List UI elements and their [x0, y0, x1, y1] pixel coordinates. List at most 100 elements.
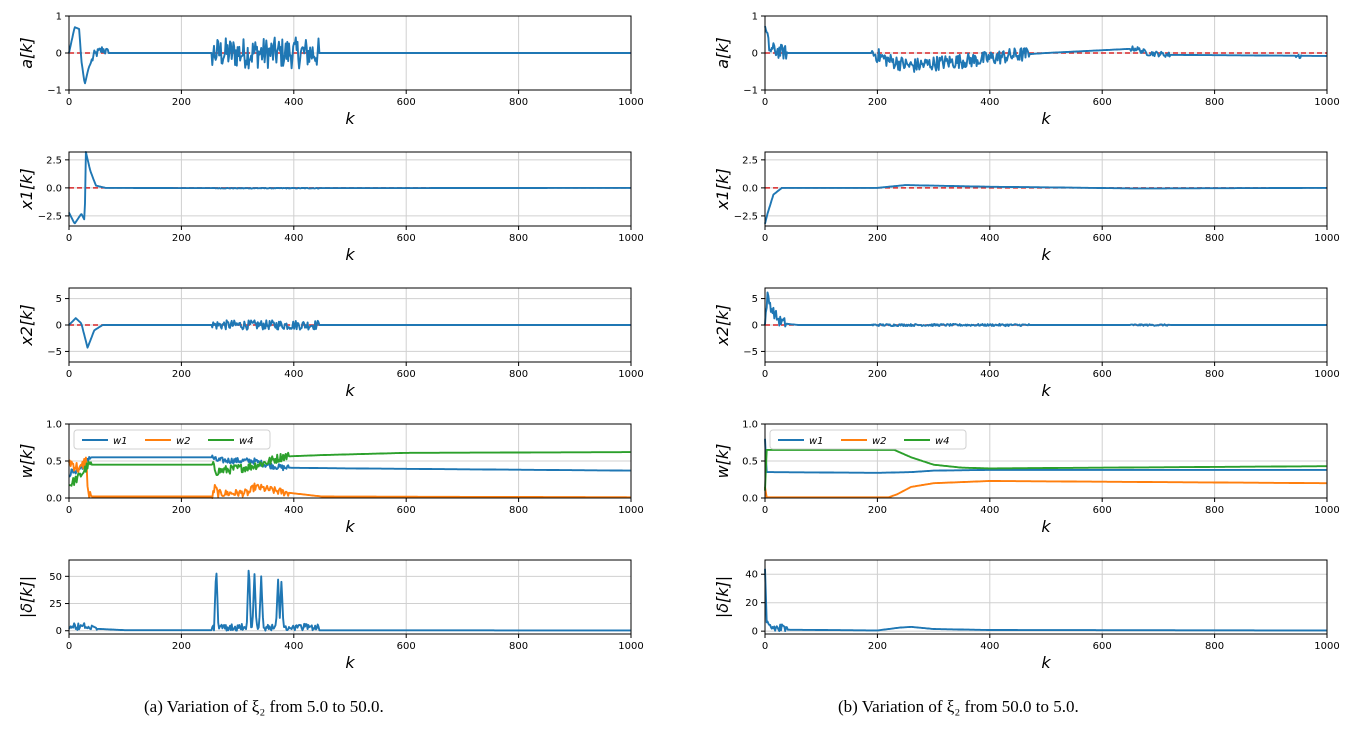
x-tick-label: 200 [868, 641, 887, 652]
x-tick-label: 1000 [1314, 233, 1339, 244]
caption-b: (b) Variation of ξ₂ from 50.0 to 5.0. [838, 697, 1079, 716]
x-tick-label: 600 [397, 233, 416, 244]
panel-a-2: 0 200 400 600 800 1000 −2.5 0.0 2.5 k x1[k] [17, 151, 644, 264]
y-tick-label: −5 [47, 347, 62, 358]
x-tick-label: 1000 [618, 505, 643, 516]
legend-label-w1: w1 [809, 436, 824, 447]
series-line [68, 569, 631, 632]
legend: w1 w2 w4 [769, 429, 967, 450]
panel-b-3: 0 200 400 600 800 1000 −5 0 5 k x2[k] [713, 287, 1340, 400]
x-tick-label: 200 [172, 641, 191, 652]
x-tick-label: 400 [284, 369, 303, 380]
y-tick-label: 0.0 [46, 494, 62, 505]
panel-b-4: 0 200 400 600 800 1000 0.0 0.5 1.0 k w[k] w1 w2 w4 [713, 420, 1340, 537]
panel-a-1: 0 200 400 600 800 1000 −1 0 1 k a[k] [17, 12, 644, 129]
x-tick-label: 1000 [618, 97, 643, 108]
y-axis-label: |δ[k]| [713, 576, 732, 618]
legend-label-w1: w1 [113, 436, 128, 447]
x-tick-label: 400 [284, 641, 303, 652]
x-axis-label: k [345, 653, 355, 672]
panel-a-4: 0 200 400 600 800 1000 0.0 0.5 1.0 k w[k] w1 w2 w4 [17, 420, 644, 537]
x-tick-label: 200 [868, 233, 887, 244]
x-tick-label: 200 [172, 97, 191, 108]
y-tick-label: −5 [743, 347, 758, 358]
x-tick-label: 1000 [1314, 641, 1339, 652]
legend-label-w2: w2 [872, 436, 887, 447]
series-line-w1 [68, 454, 631, 478]
y-tick-label: 1 [56, 12, 62, 23]
x-axis-label: k [1041, 245, 1051, 264]
x-tick-label: 800 [509, 97, 528, 108]
y-tick-label: 0 [56, 49, 62, 60]
series-line [68, 151, 631, 225]
x-tick-label: 400 [980, 505, 999, 516]
x-axis-label: k [1041, 653, 1051, 672]
x-tick-label: 800 [1205, 505, 1224, 516]
series-line-w4 [68, 451, 631, 487]
y-axis-label: x2[k] [713, 304, 732, 346]
y-axis-label: x2[k] [17, 304, 36, 346]
x-axis-label: k [1041, 381, 1051, 400]
x-tick-label: 800 [1205, 369, 1224, 380]
legend-label-w4: w4 [239, 436, 254, 447]
x-tick-label: 800 [509, 369, 528, 380]
x-axis-label: k [345, 381, 355, 400]
y-tick-label: 2.5 [742, 155, 758, 166]
x-tick-label: 600 [397, 97, 416, 108]
x-axis-label: k [345, 517, 355, 536]
x-axis-label: k [345, 109, 355, 128]
x-tick-label: 800 [1205, 97, 1224, 108]
x-tick-label: 800 [509, 233, 528, 244]
y-tick-label: 5 [752, 294, 758, 305]
series-line [68, 317, 631, 349]
x-tick-label: 400 [980, 97, 999, 108]
x-tick-label: 400 [284, 97, 303, 108]
panel-b-1: 0 200 400 600 800 1000 −1 0 1 k a[k] [713, 12, 1340, 129]
x-axis-label: k [1041, 109, 1051, 128]
x-tick-label: 800 [509, 641, 528, 652]
x-tick-label: 1000 [618, 233, 643, 244]
legend-box [73, 429, 271, 450]
y-tick-label: −2.5 [734, 211, 758, 222]
y-tick-label: 0 [752, 49, 758, 60]
legend-label-w2: w2 [176, 436, 191, 447]
y-tick-label: 40 [745, 570, 758, 581]
x-tick-label: 200 [868, 97, 887, 108]
series-line [764, 184, 1327, 225]
x-tick-label: 0 [66, 505, 72, 516]
x-tick-label: 1000 [618, 641, 643, 652]
series-line [764, 25, 1327, 73]
x-tick-label: 600 [1093, 641, 1112, 652]
x-tick-label: 200 [172, 233, 191, 244]
y-tick-label: 0.5 [46, 457, 62, 468]
x-tick-label: 600 [1093, 505, 1112, 516]
x-tick-label: 600 [397, 369, 416, 380]
y-tick-label: 20 [745, 598, 758, 609]
x-tick-label: 400 [980, 641, 999, 652]
plot-frame [764, 151, 1328, 227]
y-axis-label: x1[k] [713, 168, 732, 210]
panel-a-5: 0 200 400 600 800 1000 0 25 50 k |δ[k]| [17, 559, 644, 672]
x-tick-label: 0 [762, 505, 768, 516]
x-tick-label: 400 [980, 233, 999, 244]
y-tick-label: 0.5 [742, 457, 758, 468]
x-tick-label: 600 [397, 505, 416, 516]
y-tick-label: −1 [47, 86, 62, 97]
x-tick-label: 200 [172, 505, 191, 516]
plot-frame [68, 559, 632, 635]
x-tick-label: 400 [980, 369, 999, 380]
y-tick-label: 0 [56, 626, 62, 637]
chart-a: 0 200 400 600 800 1000 −1 0 1 k a[k] 0 200 400 600 800 1… [17, 12, 644, 673]
x-tick-label: 0 [66, 369, 72, 380]
x-tick-label: 0 [762, 641, 768, 652]
x-tick-label: 0 [762, 233, 768, 244]
x-tick-label: 1000 [618, 369, 643, 380]
y-tick-label: 1 [752, 12, 758, 23]
series-line-w2 [764, 480, 1327, 499]
x-tick-label: 0 [66, 97, 72, 108]
y-tick-label: 1.0 [742, 420, 758, 431]
x-axis-label: k [345, 245, 355, 264]
